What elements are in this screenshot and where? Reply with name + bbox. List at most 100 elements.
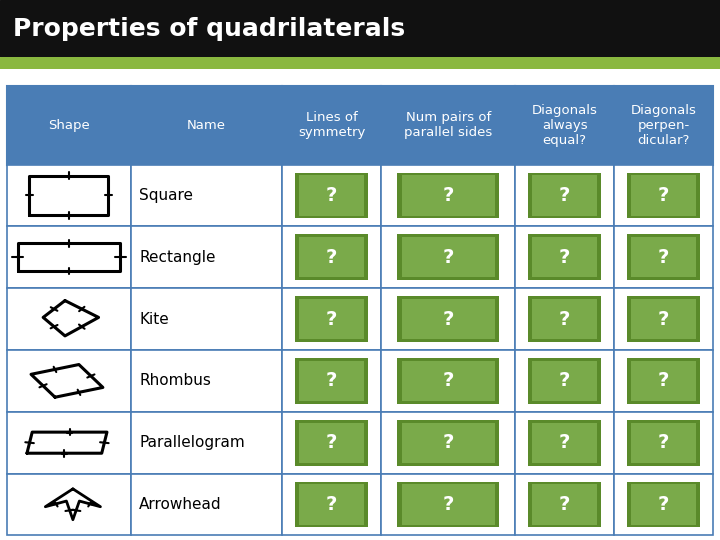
Bar xyxy=(7,288,130,350)
Text: Properties of quadrilaterals: Properties of quadrilaterals xyxy=(13,17,405,42)
Bar xyxy=(300,423,364,463)
Bar xyxy=(402,484,495,524)
Bar xyxy=(282,226,381,288)
Bar xyxy=(516,412,614,474)
Bar xyxy=(397,234,499,280)
Bar xyxy=(516,288,614,350)
Text: ?: ? xyxy=(443,495,454,514)
Bar xyxy=(282,288,381,350)
Bar xyxy=(402,423,495,463)
Bar xyxy=(532,237,597,278)
Text: ?: ? xyxy=(326,309,338,328)
Bar xyxy=(516,350,614,412)
Text: ?: ? xyxy=(326,372,338,390)
Bar xyxy=(7,412,130,474)
Bar xyxy=(7,165,130,226)
Text: Name: Name xyxy=(187,119,226,132)
Text: Arrowhead: Arrowhead xyxy=(140,497,222,512)
Bar xyxy=(300,237,364,278)
Bar xyxy=(397,358,499,404)
Text: Shape: Shape xyxy=(48,119,90,132)
Text: Rectangle: Rectangle xyxy=(140,250,216,265)
Bar xyxy=(131,350,282,412)
Text: Lines of
symmetry: Lines of symmetry xyxy=(298,111,366,139)
Bar xyxy=(397,173,499,218)
Text: ?: ? xyxy=(658,495,669,514)
Text: ?: ? xyxy=(658,433,669,452)
Text: Diagonals
always
equal?: Diagonals always equal? xyxy=(531,104,598,147)
Bar xyxy=(528,296,601,342)
Bar xyxy=(282,165,381,226)
Text: Square: Square xyxy=(140,188,193,203)
Bar xyxy=(532,484,597,524)
Bar xyxy=(7,86,130,165)
Text: ?: ? xyxy=(559,433,570,452)
Text: ?: ? xyxy=(326,495,338,514)
Bar xyxy=(627,358,700,404)
Bar xyxy=(532,361,597,401)
Bar xyxy=(381,288,516,350)
Bar xyxy=(282,474,381,535)
Bar xyxy=(631,361,696,401)
Bar xyxy=(528,420,601,465)
Text: ?: ? xyxy=(559,186,570,205)
Bar xyxy=(614,86,713,165)
Bar xyxy=(381,412,516,474)
Bar xyxy=(402,361,495,401)
Bar xyxy=(402,299,495,339)
Bar xyxy=(131,165,282,226)
Bar xyxy=(300,176,364,215)
Text: ?: ? xyxy=(658,309,669,328)
Bar xyxy=(532,423,597,463)
Bar xyxy=(614,226,713,288)
Bar xyxy=(295,296,369,342)
Bar xyxy=(397,296,499,342)
Bar xyxy=(402,237,495,278)
Bar xyxy=(381,165,516,226)
Text: Num pairs of
parallel sides: Num pairs of parallel sides xyxy=(404,111,492,139)
Bar xyxy=(7,350,130,412)
Bar xyxy=(528,234,601,280)
Bar xyxy=(516,165,614,226)
Text: ?: ? xyxy=(443,433,454,452)
Bar xyxy=(516,86,614,165)
Text: ?: ? xyxy=(559,309,570,328)
Bar xyxy=(614,165,713,226)
Bar xyxy=(627,296,700,342)
Bar xyxy=(295,358,369,404)
Bar xyxy=(631,237,696,278)
Bar xyxy=(614,288,713,350)
Bar xyxy=(282,350,381,412)
Bar xyxy=(381,474,516,535)
Bar xyxy=(627,420,700,465)
Bar xyxy=(402,176,495,215)
Bar xyxy=(300,299,364,339)
Bar xyxy=(131,226,282,288)
Bar xyxy=(300,484,364,524)
Text: ?: ? xyxy=(326,248,338,267)
Bar xyxy=(131,474,282,535)
Bar xyxy=(614,350,713,412)
Bar xyxy=(7,226,130,288)
Bar xyxy=(300,361,364,401)
Bar xyxy=(528,173,601,218)
Bar xyxy=(631,176,696,215)
Bar xyxy=(282,412,381,474)
Bar xyxy=(627,173,700,218)
Bar xyxy=(295,420,369,465)
Bar xyxy=(528,482,601,528)
Bar xyxy=(627,234,700,280)
Text: Parallelogram: Parallelogram xyxy=(140,435,245,450)
Bar xyxy=(631,423,696,463)
Bar xyxy=(631,484,696,524)
Bar xyxy=(532,176,597,215)
Text: ?: ? xyxy=(559,495,570,514)
Bar xyxy=(614,412,713,474)
Text: Kite: Kite xyxy=(140,312,169,327)
Text: ?: ? xyxy=(658,372,669,390)
Text: ?: ? xyxy=(658,248,669,267)
Bar xyxy=(131,288,282,350)
Bar xyxy=(516,474,614,535)
Bar xyxy=(397,482,499,528)
Bar xyxy=(295,482,369,528)
